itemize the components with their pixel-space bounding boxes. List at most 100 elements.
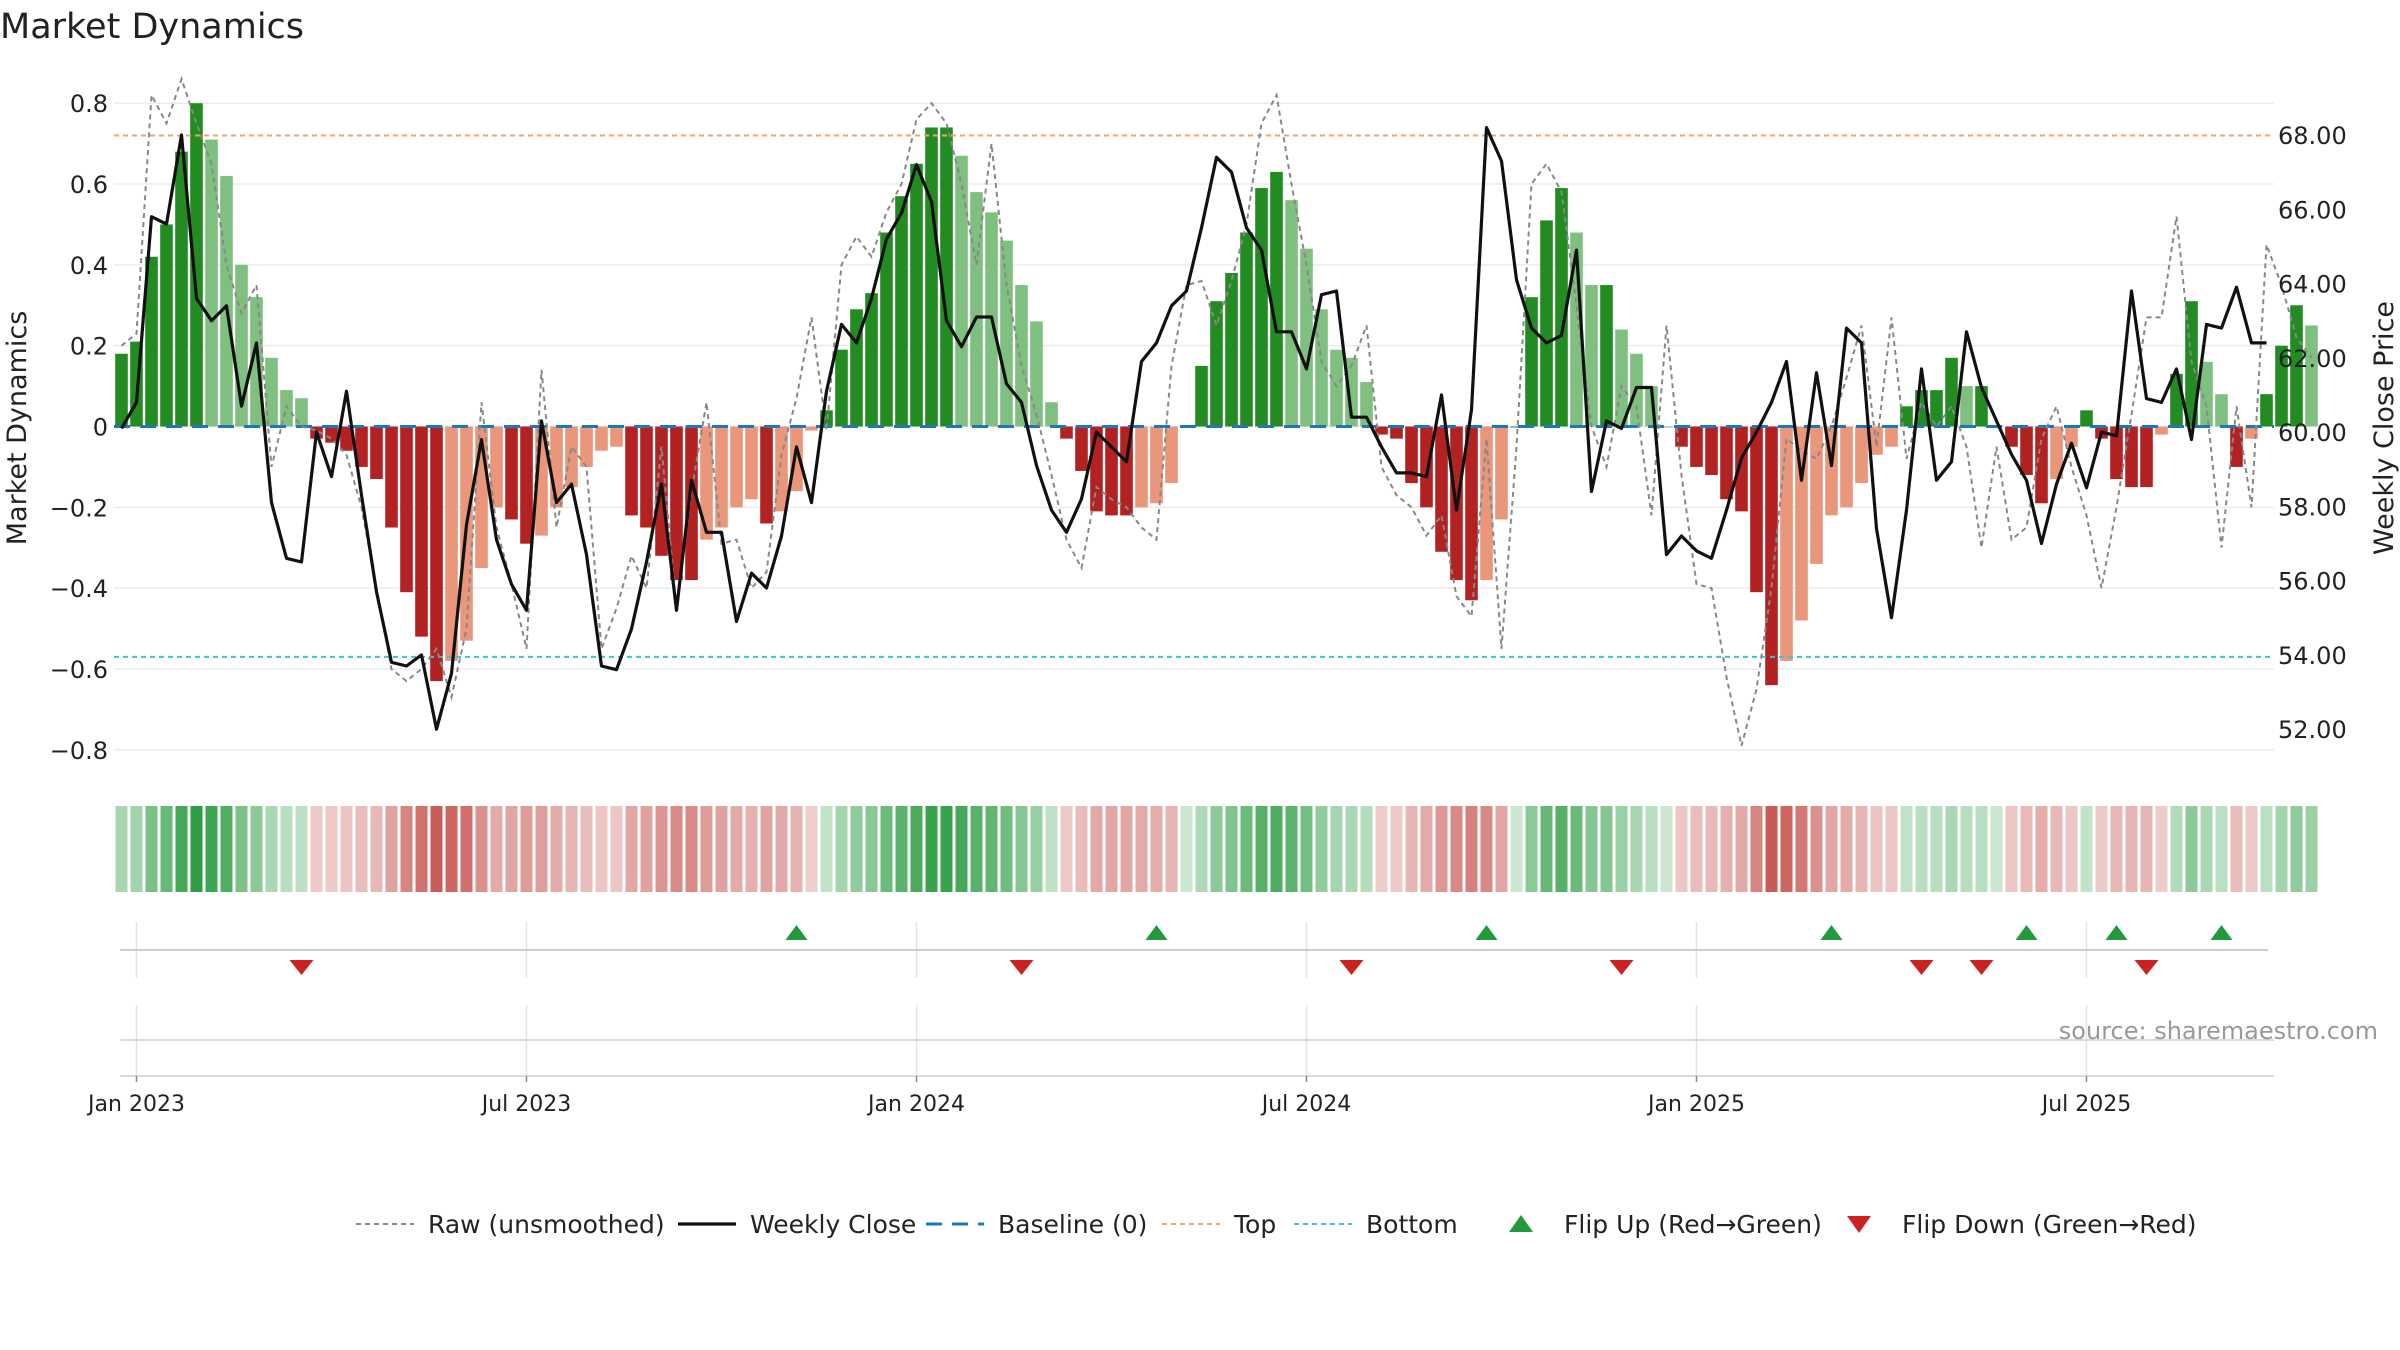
dynamics-bar xyxy=(2275,345,2288,427)
dynamics-bar xyxy=(1060,426,1073,439)
legend-item-baseline: Baseline (0) xyxy=(926,1210,1147,1239)
heat-cell xyxy=(805,806,818,892)
dynamics-bar xyxy=(1075,426,1088,471)
heat-cell xyxy=(310,806,323,892)
heat-cell xyxy=(505,806,518,892)
dynamics-bar xyxy=(1255,188,1268,427)
source-credit: source: sharemaestro.com xyxy=(2059,1017,2378,1045)
y2-tick-label: 54.00 xyxy=(2278,642,2347,670)
flip-up-marker xyxy=(785,925,808,940)
heat-cell xyxy=(1405,806,1418,892)
heat-cell xyxy=(580,806,593,892)
heat-cell xyxy=(1180,806,1193,892)
legend-item-flip_up: Flip Up (Red→Green) xyxy=(1509,1210,1822,1239)
heat-cell xyxy=(355,806,368,892)
dynamics-bar xyxy=(2050,426,2063,480)
dynamics-bar xyxy=(1555,188,1568,427)
weekly-close-line xyxy=(120,126,2267,731)
dynamics-bar xyxy=(1105,426,1118,516)
heat-cell xyxy=(730,806,743,892)
dynamics-bar xyxy=(1405,426,1418,484)
dynamics-bar xyxy=(895,196,908,427)
heat-cell xyxy=(475,806,488,892)
dynamics-bar xyxy=(115,353,128,427)
heat-cell xyxy=(1660,806,1673,892)
heat-cell xyxy=(880,806,893,892)
dynamics-bar xyxy=(835,349,848,427)
heat-cell xyxy=(625,806,638,892)
legend-item-top: Top xyxy=(1162,1210,1276,1239)
heat-cell xyxy=(295,806,308,892)
dynamics-bar xyxy=(2110,426,2123,480)
heat-cell xyxy=(1810,806,1823,892)
legend-item-close: Weekly Close xyxy=(678,1210,916,1239)
empty-bottom-panel xyxy=(120,1005,2274,1077)
flip-markers-panel xyxy=(120,922,2268,978)
heat-cell xyxy=(955,806,968,892)
heat-cell xyxy=(655,806,668,892)
heat-cell xyxy=(1960,806,1973,892)
dynamics-bar xyxy=(745,426,758,500)
heat-cell xyxy=(745,806,758,892)
legend-label: Baseline (0) xyxy=(998,1210,1147,1239)
heat-cell xyxy=(1705,806,1718,892)
heat-cell xyxy=(1600,806,1613,892)
dynamics-bar xyxy=(1975,386,1988,427)
dynamics-bar xyxy=(760,426,773,524)
flip-up-marker xyxy=(1475,925,1498,940)
heat-cell xyxy=(520,806,533,892)
dynamics-bar xyxy=(1960,386,1973,427)
heat-cell xyxy=(640,806,653,892)
heat-cell xyxy=(1765,806,1778,892)
heat-cell xyxy=(1480,806,1493,892)
dynamics-bar xyxy=(2125,426,2138,488)
heat-cell xyxy=(610,806,623,892)
heat-cell xyxy=(925,806,938,892)
dynamics-bar xyxy=(400,426,413,593)
heat-cell xyxy=(1615,806,1628,892)
heat-cell xyxy=(985,806,998,892)
heat-cell xyxy=(115,806,128,892)
dynamics-bar xyxy=(175,151,188,427)
heat-cell xyxy=(535,806,548,892)
heat-cell xyxy=(910,806,923,892)
dynamics-bar xyxy=(580,426,593,467)
heat-cell xyxy=(265,806,278,892)
heat-cell xyxy=(670,806,683,892)
dynamics-bar xyxy=(1000,240,1013,427)
flip-up-marker xyxy=(1820,925,1843,940)
dynamics-bar xyxy=(925,127,938,427)
heat-cell xyxy=(430,806,443,892)
dynamics-bar xyxy=(1300,248,1313,427)
dynamics-bar xyxy=(940,127,953,427)
x-tick-label: Jul 2023 xyxy=(480,1092,572,1117)
heat-cell xyxy=(2005,806,2018,892)
heat-cell xyxy=(1270,806,1283,892)
heat-cell xyxy=(1045,806,1058,892)
dynamics-bar xyxy=(1540,220,1553,427)
heat-cell xyxy=(790,806,803,892)
dynamics-bar xyxy=(730,426,743,508)
heat-cell xyxy=(1315,806,1328,892)
dynamics-bar xyxy=(2305,325,2318,427)
dynamics-bar xyxy=(355,426,368,467)
heat-cell xyxy=(1000,806,1013,892)
heat-cell xyxy=(1735,806,1748,892)
heat-cell xyxy=(1195,806,1208,892)
dynamics-bar xyxy=(160,224,173,427)
heat-cell xyxy=(340,806,353,892)
dynamics-bar xyxy=(1015,285,1028,427)
heat-cell xyxy=(2305,806,2318,892)
dynamics-bar xyxy=(1585,285,1598,427)
heat-cell xyxy=(2065,806,2078,892)
dynamics-bar xyxy=(1030,321,1043,427)
heat-cell xyxy=(685,806,698,892)
dynamics-bar xyxy=(1285,200,1298,427)
x-tick-label: Jul 2024 xyxy=(1260,1092,1352,1117)
heat-cell xyxy=(250,806,263,892)
y-axis-label: Market Dynamics xyxy=(2,311,33,546)
heat-cell xyxy=(1030,806,1043,892)
y2-tick-label: 60.00 xyxy=(2278,419,2347,447)
flip-up-marker xyxy=(2210,925,2233,940)
heat-cell xyxy=(445,806,458,892)
